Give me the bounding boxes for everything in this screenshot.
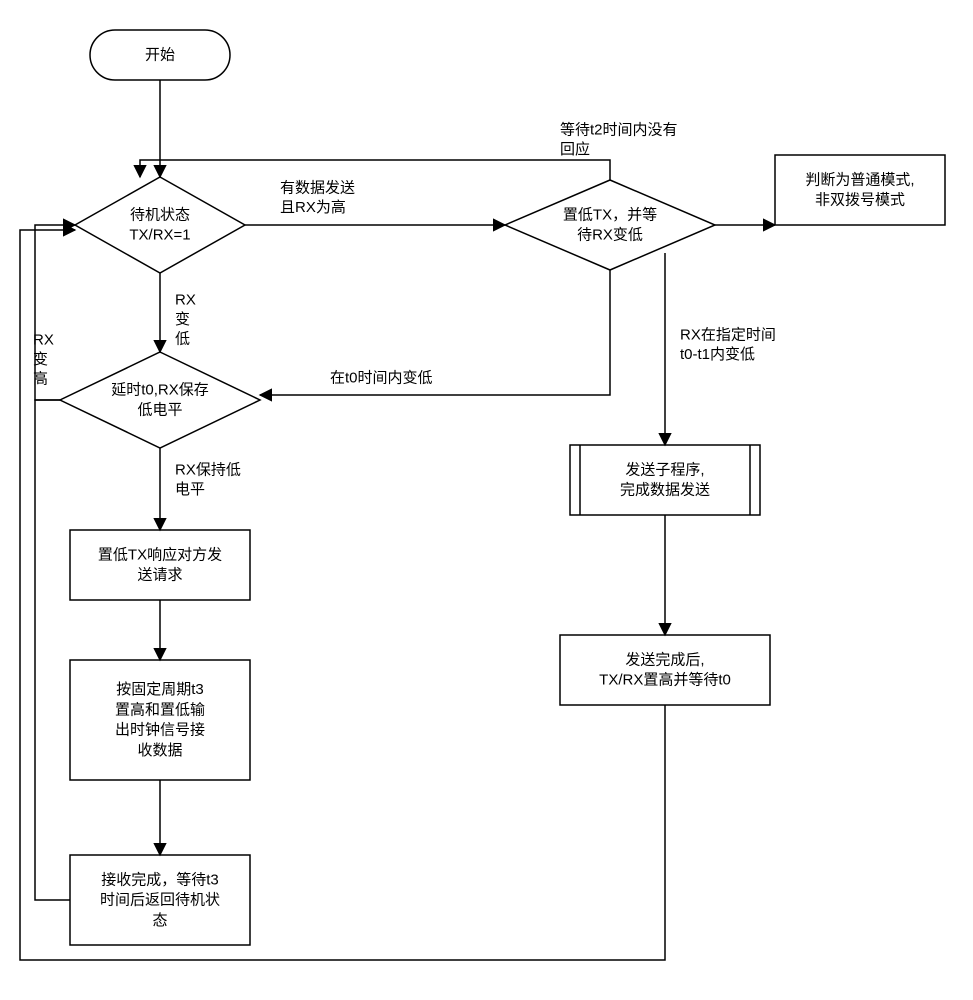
svg-text:低电平: 低电平	[137, 402, 182, 419]
svg-text:完成数据发送: 完成数据发送	[620, 482, 710, 499]
svg-text:出时钟信号接: 出时钟信号接	[115, 722, 205, 739]
svg-text:接收完成，等待t3: 接收完成，等待t3	[101, 870, 219, 888]
svg-text:变: 变	[33, 351, 48, 368]
svg-text:等待t2时间内没有: 等待t2时间内没有	[560, 121, 678, 139]
svg-text:延时t0,RX保存: 延时t0,RX保存	[111, 381, 209, 398]
svg-text:t0-t1内变低: t0-t1内变低	[680, 346, 755, 363]
svg-text:在t0时间内变低: 在t0时间内变低	[330, 370, 433, 387]
node-p_txlowreq	[70, 530, 250, 600]
svg-text:判断为普通模式,: 判断为普通模式,	[805, 171, 914, 188]
svg-text:按固定周期t3: 按固定周期t3	[116, 681, 204, 698]
svg-text:置低TX，并等: 置低TX，并等	[563, 205, 657, 223]
svg-text:TX/RX置高并等待t0: TX/RX置高并等待t0	[599, 671, 731, 689]
node-d_delay	[60, 352, 260, 448]
svg-text:回应: 回应	[560, 140, 590, 158]
svg-text:TX/RX=1: TX/RX=1	[129, 227, 190, 244]
node-p_clock	[70, 660, 250, 780]
svg-text:RX: RX	[33, 332, 54, 349]
svg-text:RX保持低: RX保持低	[175, 462, 241, 479]
svg-text:发送完成后,: 发送完成后,	[625, 651, 704, 668]
svg-text:发送子程序,: 发送子程序,	[625, 461, 704, 478]
node-p_sendsub	[570, 445, 760, 515]
svg-text:置低TX响应对方发: 置低TX响应对方发	[98, 545, 222, 563]
svg-text:高: 高	[33, 371, 48, 388]
svg-text:且RX为高: 且RX为高	[280, 199, 346, 216]
svg-text:待RX变低: 待RX变低	[577, 227, 643, 244]
svg-text:变: 变	[175, 311, 190, 328]
svg-text:置高和置低输: 置高和置低输	[115, 701, 205, 718]
node-d_standby	[75, 177, 245, 273]
svg-text:RX在指定时间: RX在指定时间	[680, 327, 776, 344]
svg-text:电平: 电平	[175, 481, 205, 498]
svg-text:开始: 开始	[145, 47, 175, 64]
node-p_senddone	[560, 635, 770, 705]
node-d_txlow	[505, 180, 715, 270]
svg-text:态: 态	[152, 912, 167, 929]
svg-text:RX: RX	[175, 292, 196, 309]
svg-text:时间后返回待机状: 时间后返回待机状	[100, 892, 220, 909]
svg-text:待机状态: 待机状态	[130, 206, 190, 223]
svg-text:有数据发送: 有数据发送	[280, 180, 355, 197]
svg-text:非双拨号模式: 非双拨号模式	[815, 192, 905, 209]
svg-text:收数据: 收数据	[137, 742, 182, 759]
node-p_normal	[775, 155, 945, 225]
svg-text:低: 低	[175, 331, 190, 348]
svg-text:送请求: 送请求	[137, 567, 182, 584]
